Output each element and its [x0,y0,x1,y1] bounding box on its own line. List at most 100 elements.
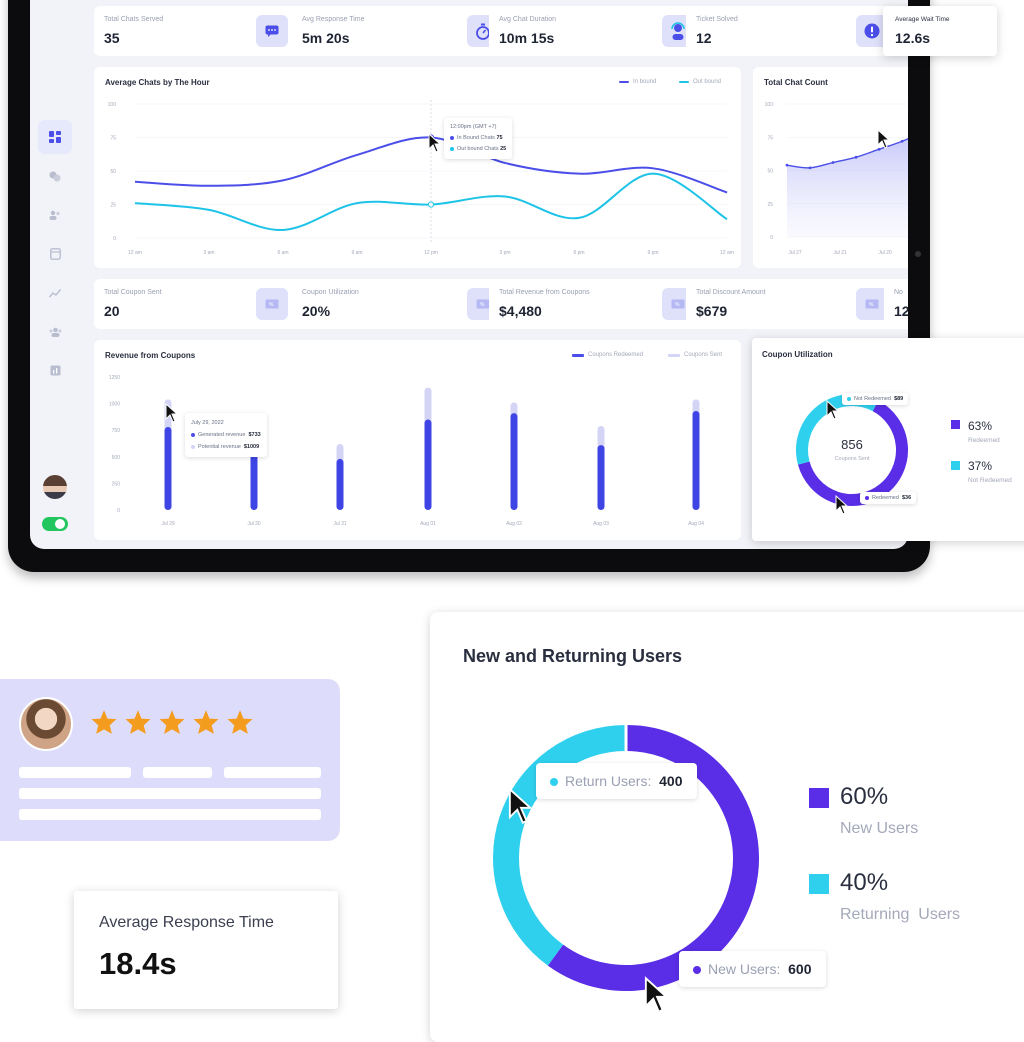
data-point [809,166,812,169]
text-placeholder-line [143,767,212,778]
bar-redeemed [511,413,518,510]
review-card [0,679,340,841]
y-tick-label: 0 [113,236,116,242]
coupon-tip-top: Not Redeemed $89 [842,393,908,405]
hourly-tooltip: 12:00pm (GMT +7) In Bound Chats 75 Out b… [444,118,512,159]
y-tick-label: 25 [110,203,116,209]
stat-value: $4,480 [499,303,542,319]
sidebar-item-dashboard[interactable] [38,120,72,154]
line-chart-icon [49,288,61,298]
bar-redeemed [165,427,172,510]
legend-pct-returning: 40% [840,869,888,897]
users-icon [49,210,61,220]
stat-label: Total Discount Amount [696,289,766,296]
user-avatar[interactable] [43,475,67,499]
stat-label: No [894,289,903,296]
tooltip-pot-value: $1009 [244,444,259,450]
legend-label-redeemed: Redeemed [968,437,1000,444]
status-toggle[interactable] [42,517,68,531]
data-point [786,164,789,167]
hourly-chart-card: Average Chats by The Hour In bound Out b… [94,67,741,268]
coupon-tip-bottom: Redeemed $36 [860,492,916,504]
x-tick-label: 9 pm [647,250,658,256]
revenue-chart-card: Revenue from Coupons Coupons Redeemed Co… [94,340,741,540]
y-tick-label: 0 [117,508,120,514]
tooltip-in-value: 75 [496,135,502,141]
x-tick-label: 6 am [277,250,288,256]
x-tick-label: Aug 01 [420,521,436,527]
toggle-knob [55,519,65,529]
sidebar-item-chats[interactable] [38,159,72,193]
star-icon [192,709,220,735]
y-tick-label: 100 [108,102,117,108]
tooltip-date: July 29, 2022 [191,417,261,429]
svg-text:%: % [869,302,874,308]
x-tick-label: Jul 31 [333,521,347,527]
report-icon [50,365,61,376]
coupon-icon: % [256,288,288,320]
x-tick-label: Aug 02 [506,521,522,527]
stat-card-coupon-utilization: Coupon Utilization 20% % [292,279,508,329]
stat-card-ticket-solved: Ticket Solved 12 [686,6,902,56]
text-placeholder-line [19,809,321,820]
x-tick-label: 12 am [128,250,142,256]
sidebar-item-users[interactable] [38,198,72,232]
avg-response-card: Average Response Time 18.4s [74,891,338,1009]
wait-time-value: 12.6s [895,30,930,46]
stat-card-coupon-sent: Total Coupon Sent 20 % [94,279,302,329]
cursor-icon [644,975,670,1015]
tooltip-out-value: 25 [500,146,506,152]
stat-card-coupon-revenue: Total Revenue from Coupons $4,480 % [489,279,705,329]
bar-redeemed [251,450,258,510]
text-placeholder-line [19,788,321,799]
sidebar-item-analytics[interactable] [38,276,72,310]
revenue-tooltip: July 29, 2022 Generated revenue $733 Pot… [185,413,267,457]
chat-icon [256,15,288,47]
y-tick-label: 250 [112,481,121,487]
stat-label: Ticket Solved [696,16,738,23]
y-tick-label: 50 [767,169,773,175]
stat-label: Avg Chat Duration [499,16,556,23]
svg-text:%: % [675,302,680,308]
sidebar-item-team[interactable] [38,315,72,349]
y-tick-label: 50 [110,169,116,175]
tooltip-pot-label: Potential revenue [198,444,241,450]
stat-value: 12 [696,30,712,46]
y-tick-label: 75 [767,135,773,141]
team-icon [49,327,62,337]
cursor-icon [508,786,534,826]
sidebar-item-archive[interactable] [38,237,72,271]
tooltip-gen-label: Generated revenue [198,432,245,438]
y-tick-label: 25 [767,202,773,208]
sidebar-item-reports[interactable] [38,353,72,387]
star-icon [90,709,118,735]
wait-time-card: Average Wait Time 12.6s [883,6,997,56]
coupon-center-value: 856 [824,437,880,452]
legend-pct-redeemed: 63% [968,419,992,433]
x-tick-label: Aug 04 [688,521,704,527]
y-tick-label: 750 [112,428,121,434]
text-placeholder-line [19,767,131,778]
bar-redeemed [337,459,344,510]
x-tick-label: Jul 21 [833,250,847,256]
cursor-icon [877,129,891,149]
new-users-tooltip: New Users: 600 [679,951,826,987]
legend-swatch-new [809,788,829,808]
cursor-icon [165,403,179,423]
stat-card-avg-response: Avg Response Time 5m 20s [292,6,508,56]
stat-card-partial: No 12 [884,279,908,329]
sidebar [30,0,80,549]
stat-card-avg-duration: Avg Chat Duration 10m 15s [489,6,705,56]
star-icon [124,709,152,735]
stat-label: Total Revenue from Coupons [499,289,590,296]
x-tick-label: Jul 30 [247,521,261,527]
y-tick-label: 100 [765,102,774,108]
legend-pct-new: 60% [840,783,888,811]
new-returning-card: New and Returning Users Return Users: 40… [430,612,1024,1042]
data-point [855,156,858,159]
tooltip-out-label: Out bound Chats [457,146,499,152]
data-point [832,161,835,164]
